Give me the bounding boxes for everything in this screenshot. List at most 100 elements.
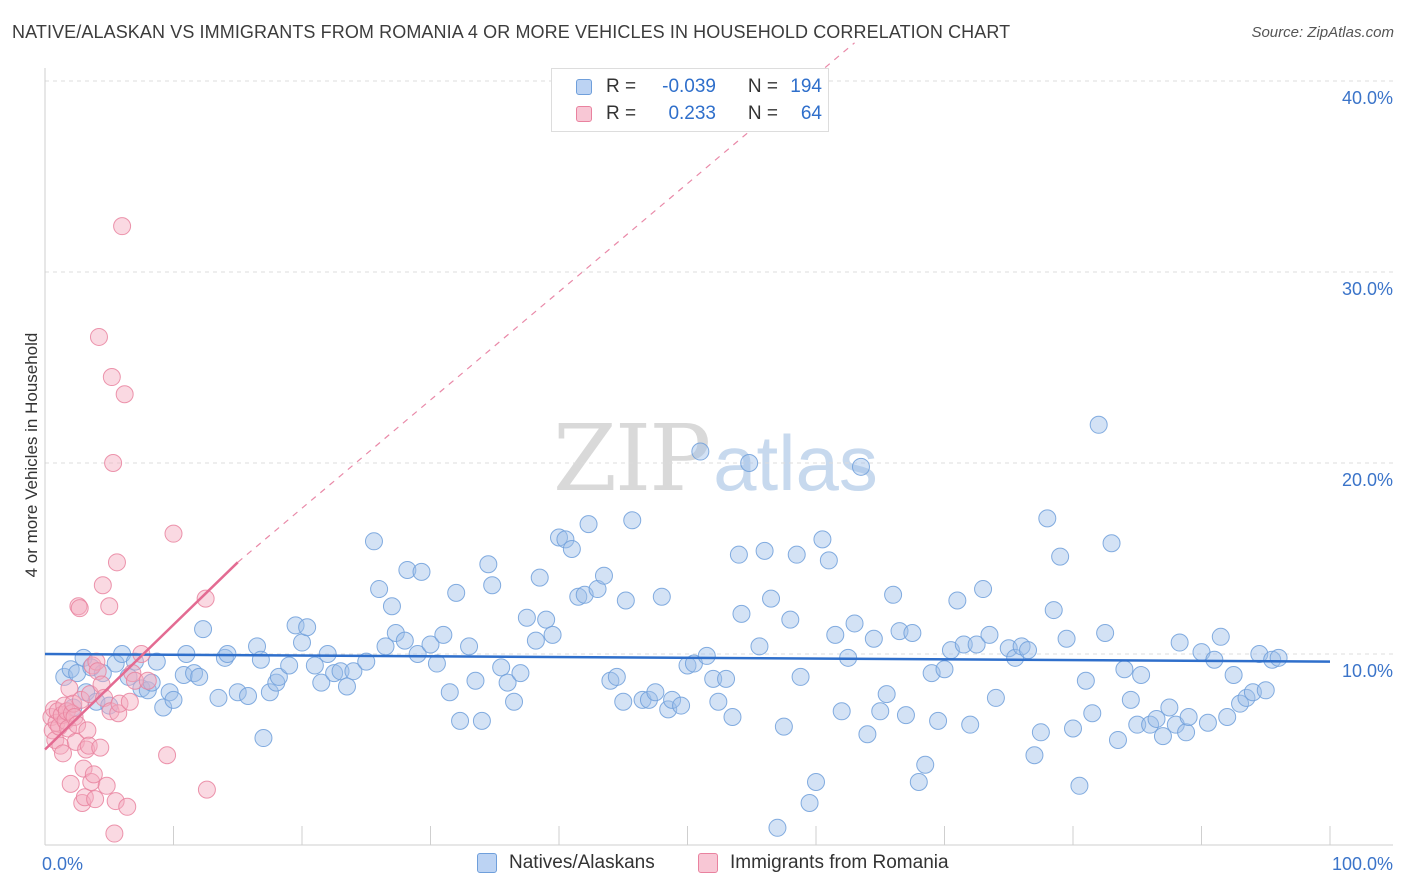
point-natives [948, 591, 967, 610]
point-natives [845, 614, 864, 633]
legend-n-value: 64 [800, 103, 822, 124]
point-natives [331, 662, 350, 681]
point-natives [800, 793, 819, 812]
legend-r-value: 0.233 [668, 103, 716, 124]
point-romania [89, 327, 108, 346]
point-natives [781, 610, 800, 629]
point-natives [1211, 627, 1230, 646]
point-natives [492, 658, 511, 677]
point-natives [1051, 547, 1070, 566]
point-romania [86, 790, 105, 809]
point-natives [386, 623, 405, 642]
point-natives [254, 729, 273, 748]
point-natives [1019, 641, 1038, 660]
point-natives [164, 690, 183, 709]
point-natives [1263, 650, 1282, 669]
point-romania [79, 736, 98, 755]
point-natives [1224, 666, 1243, 685]
point-natives [251, 650, 270, 669]
point-natives [132, 679, 151, 698]
point-natives [505, 692, 524, 711]
point-romania [196, 589, 215, 608]
point-natives [1115, 660, 1134, 679]
point-natives [1170, 633, 1189, 652]
watermark-zip: ZIP [553, 405, 711, 512]
point-romania [107, 553, 126, 572]
point-natives [732, 604, 751, 623]
point-natives [498, 673, 517, 692]
trend-line-romania [44, 561, 239, 751]
point-natives [672, 696, 691, 715]
point-natives [427, 654, 446, 673]
point-natives [1179, 708, 1198, 727]
point-natives [916, 755, 935, 774]
point-natives [260, 683, 279, 702]
point-natives [460, 637, 479, 656]
point-natives [382, 597, 401, 616]
point-natives [652, 587, 671, 606]
point-natives [729, 545, 748, 564]
point-natives [530, 568, 549, 587]
bottom-legend-swatch-pink [698, 853, 718, 873]
point-natives [774, 717, 793, 736]
chart-title: NATIVE/ALASKAN VS IMMIGRANTS FROM ROMANI… [12, 22, 1011, 42]
point-natives [434, 625, 453, 644]
point-natives [325, 664, 344, 683]
point-natives [1121, 690, 1140, 709]
point-natives [723, 708, 742, 727]
legend-r-label: R = [606, 76, 637, 97]
point-natives [1160, 698, 1179, 717]
point-natives [832, 702, 851, 721]
point-natives [1147, 709, 1166, 728]
point-natives [483, 576, 502, 595]
point-natives [851, 457, 870, 476]
bottom-legend-natives[interactable]: Natives/Alaskans [477, 852, 655, 874]
point-natives [440, 683, 459, 702]
point-romania [100, 597, 119, 616]
point-natives [980, 625, 999, 644]
y-tick-label: 10.0% [1342, 661, 1393, 681]
point-natives [1070, 776, 1089, 795]
point-natives [807, 772, 825, 791]
point-natives [768, 818, 787, 837]
point-romania [109, 704, 128, 723]
point-romania [197, 780, 216, 799]
point-romania [101, 702, 120, 721]
point-natives [791, 667, 810, 686]
point-natives [1177, 723, 1196, 742]
point-natives [871, 702, 890, 721]
x-tick-label-min: 0.0% [42, 854, 83, 874]
point-romania [70, 599, 89, 618]
point-natives [864, 629, 883, 648]
point-natives [364, 532, 383, 551]
point-natives [1089, 415, 1108, 434]
point-natives [337, 677, 356, 696]
point-natives [526, 631, 545, 650]
bottom-legend-romania[interactable]: Immigrants from Romania [698, 852, 949, 874]
point-natives [639, 690, 658, 709]
point-romania [71, 690, 90, 709]
point-romania [158, 746, 177, 765]
point-natives [663, 690, 682, 709]
point-natives [740, 454, 759, 472]
point-natives [1128, 715, 1147, 734]
point-romania [106, 792, 125, 811]
point-natives [357, 652, 376, 671]
point-natives [1218, 708, 1237, 727]
bottom-legend-swatch-blue [477, 853, 497, 873]
point-romania [80, 685, 99, 704]
point-romania [102, 368, 121, 387]
point-natives [1096, 623, 1115, 642]
point-natives [614, 692, 633, 711]
point-natives [1038, 509, 1057, 528]
watermark: ZIPatlas [553, 405, 878, 512]
point-natives [1198, 713, 1217, 732]
legend-swatch-pink [576, 106, 592, 122]
point-natives [762, 589, 781, 608]
point-natives [717, 669, 736, 688]
point-natives [312, 673, 331, 692]
point-natives [579, 515, 598, 534]
point-natives [408, 645, 427, 663]
point-natives [511, 664, 530, 683]
